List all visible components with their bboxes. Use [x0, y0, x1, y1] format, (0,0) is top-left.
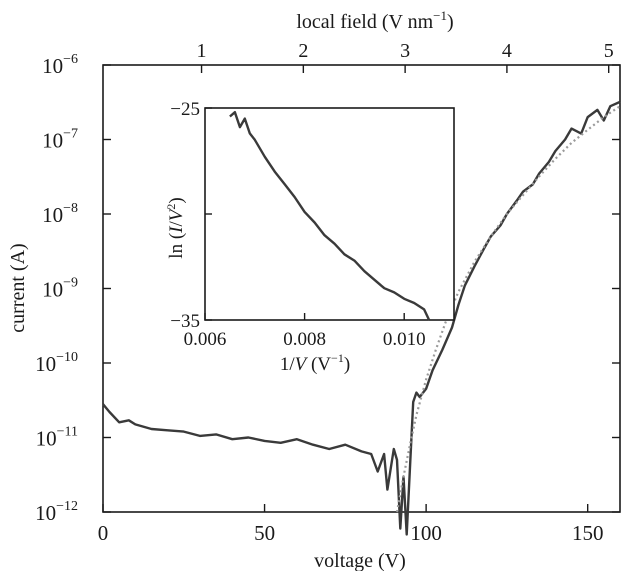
top-tick-label: 1	[197, 40, 207, 62]
inset-y-axis-label: ln (I/V2)	[164, 197, 187, 258]
y-tick-label: 10−10	[35, 350, 78, 376]
top-axis-label: local field (V nm−1)	[296, 8, 453, 33]
measured-curve	[102, 100, 621, 536]
y-axis-label: current (A)	[7, 243, 29, 332]
inset-series-group	[229, 110, 431, 321]
y-tick-exponent: −8	[63, 201, 78, 216]
fit-curve	[395, 105, 621, 513]
inset-y-tick-label: −25	[170, 99, 200, 120]
inset-x-axis-label: 1/V (V−1)	[280, 351, 350, 375]
x-axis-label: voltage (V)	[314, 550, 406, 571]
y-tick-base: 10	[35, 501, 56, 525]
top-tick-label: 3	[400, 40, 410, 62]
top-tick-label: 5	[604, 40, 614, 62]
y-tick-exponent: −7	[63, 127, 78, 142]
y-tick-label: 10−11	[36, 425, 78, 451]
main-axis-ticks: 0 50 100 15010−1210−1110−1010−910−810−710−6…	[35, 40, 620, 545]
inset-x-tick-label: 0.010	[383, 329, 426, 350]
x-tick-label: 50	[254, 521, 275, 545]
y-tick-label: 10−12	[35, 499, 78, 525]
y-tick-base: 10	[36, 427, 57, 451]
main-series-group	[102, 100, 621, 536]
y-tick-exponent: −12	[56, 499, 78, 514]
inset-axis-ticks: 0.006 0.008 0.010 −25 −35	[170, 99, 425, 350]
y-tick-base: 10	[42, 278, 63, 302]
x-tick-label: 0	[98, 521, 109, 545]
y-tick-label: 10−7	[42, 127, 78, 153]
y-tick-base: 10	[35, 352, 56, 376]
top-tick-label: 2	[298, 40, 308, 62]
y-tick-label: 10−6	[42, 52, 78, 78]
y-tick-exponent: −9	[63, 276, 78, 291]
y-tick-label: 10−9	[42, 276, 78, 302]
y-tick-base: 10	[42, 54, 63, 78]
inset-fn-curve	[229, 110, 431, 321]
inset-y-tick-label: −35	[170, 311, 200, 332]
y-tick-label: 10−8	[42, 201, 78, 227]
x-tick-label: 100	[410, 521, 442, 545]
y-tick-base: 10	[42, 129, 63, 153]
y-tick-exponent: −10	[56, 350, 78, 365]
y-tick-exponent: −11	[57, 425, 78, 440]
top-tick-label: 4	[502, 40, 512, 62]
inset-x-tick-label: 0.006	[184, 329, 227, 350]
x-tick-label: 150	[572, 521, 604, 545]
y-tick-exponent: −6	[63, 52, 78, 67]
y-tick-base: 10	[42, 203, 63, 227]
inset-x-tick-label: 0.008	[283, 329, 326, 350]
inset-background	[205, 108, 454, 320]
